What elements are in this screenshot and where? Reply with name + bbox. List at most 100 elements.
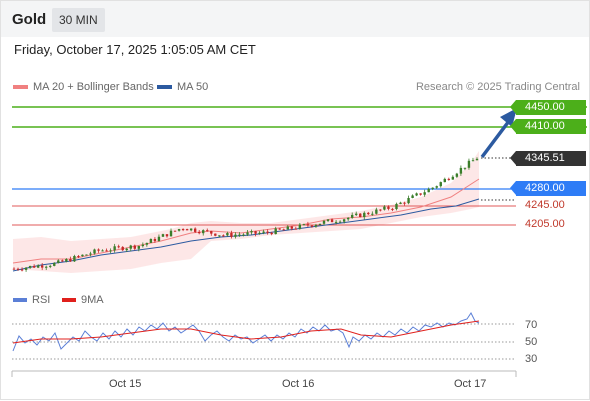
candle-body (254, 231, 257, 234)
candle-body (153, 238, 157, 242)
candle-body (20, 269, 24, 271)
candle-body (262, 231, 265, 233)
candle-body (165, 234, 169, 237)
candlesticks (12, 157, 479, 272)
candle-body (218, 235, 221, 237)
candle-body (447, 178, 451, 180)
candle-body (65, 259, 68, 262)
candle-body (45, 266, 48, 268)
candle-body (290, 226, 293, 229)
candle-body (391, 208, 394, 210)
candle-body (298, 224, 302, 229)
candle-body (278, 228, 281, 230)
rsi-tick-50: 50 (525, 336, 538, 348)
candle-body (286, 226, 289, 230)
candle-body (411, 195, 414, 199)
ma20-swatch (13, 85, 28, 89)
candle-body (395, 203, 398, 210)
candle-body (355, 213, 358, 215)
candle-body (342, 219, 346, 222)
candle-body (350, 214, 354, 218)
candle-body (77, 256, 80, 258)
candle-body (12, 268, 16, 270)
timestamp: Friday, October 17, 2025 1:05:05 AM CET (14, 42, 256, 57)
candle-body (403, 202, 406, 204)
candle-body (129, 245, 132, 249)
candle-body (282, 229, 285, 231)
candle-body (49, 265, 52, 267)
candle-body (359, 213, 362, 218)
candle-body (230, 233, 233, 237)
candle-body (431, 187, 434, 189)
x-tick-label: Oct 15 (109, 378, 142, 390)
candle-body (459, 167, 463, 174)
candle-body (181, 229, 185, 231)
legend-ma20: MA 20 + Bollinger Bands (13, 81, 154, 93)
candle-body (89, 253, 92, 255)
candle-body (326, 219, 330, 221)
support1-label: 4245.00 (525, 199, 565, 211)
candle-body (81, 254, 84, 257)
rsi-tick-30: 30 (525, 353, 538, 365)
candle-body (238, 234, 241, 236)
candle-body (202, 230, 205, 234)
candle-body (53, 262, 56, 266)
candle-body (109, 250, 112, 252)
candle-body (451, 176, 455, 180)
candle-body (137, 246, 141, 249)
candle-body (161, 234, 165, 237)
candle-body (294, 228, 298, 230)
9ma-label: 9MA (81, 294, 104, 306)
candle-body (375, 209, 378, 214)
9ma-swatch (62, 298, 76, 302)
candle-body (383, 206, 386, 210)
candle-body (226, 233, 229, 236)
legend-ma50: MA 50 (157, 81, 208, 93)
candle-body (379, 209, 382, 211)
candle-body (475, 158, 479, 161)
candle-body (306, 224, 310, 226)
candle-body (141, 244, 145, 247)
candle-body (427, 188, 430, 193)
timeframe-button[interactable]: 30 MIN (52, 8, 105, 32)
ma20-line (12, 178, 480, 264)
resistance1-tag: 4410.00 (510, 119, 586, 134)
x-tick-label: Oct 17 (454, 378, 487, 390)
ma50-line (12, 198, 480, 272)
bollinger-band (13, 151, 479, 273)
candle-body (443, 178, 446, 183)
candle-body (85, 254, 88, 256)
rsi-label: RSI (32, 294, 51, 306)
legend-rsi: RSI (13, 294, 50, 306)
candle-body (101, 250, 104, 252)
candle-body (234, 234, 237, 237)
candle-body (198, 231, 201, 234)
resistance2-tag: 4450.00 (510, 100, 586, 115)
candle-body (467, 160, 471, 168)
candle-body (387, 206, 390, 209)
candle-body (57, 260, 60, 263)
instrument-title: Gold (12, 11, 47, 28)
candle-body (97, 249, 100, 251)
candle-body (177, 229, 181, 231)
candle-body (250, 231, 253, 233)
candle-body (93, 249, 96, 254)
candle-body (105, 250, 108, 252)
rsi-9ma-line (12, 320, 480, 344)
candle-body (415, 193, 418, 196)
candle-body (145, 242, 149, 245)
candle-body (310, 225, 314, 227)
candle-body (210, 231, 213, 234)
candle-body (371, 213, 374, 215)
candle-body (173, 230, 177, 232)
candle-body (463, 167, 467, 169)
candle-body (125, 248, 128, 251)
candle-body (258, 232, 261, 234)
candle-body (149, 238, 153, 243)
candle-body (367, 212, 370, 215)
candle-body (266, 231, 269, 233)
ma50-label: MA 50 (177, 81, 209, 93)
rsi-tick-70: 70 (525, 319, 538, 331)
candle-body (363, 212, 366, 218)
